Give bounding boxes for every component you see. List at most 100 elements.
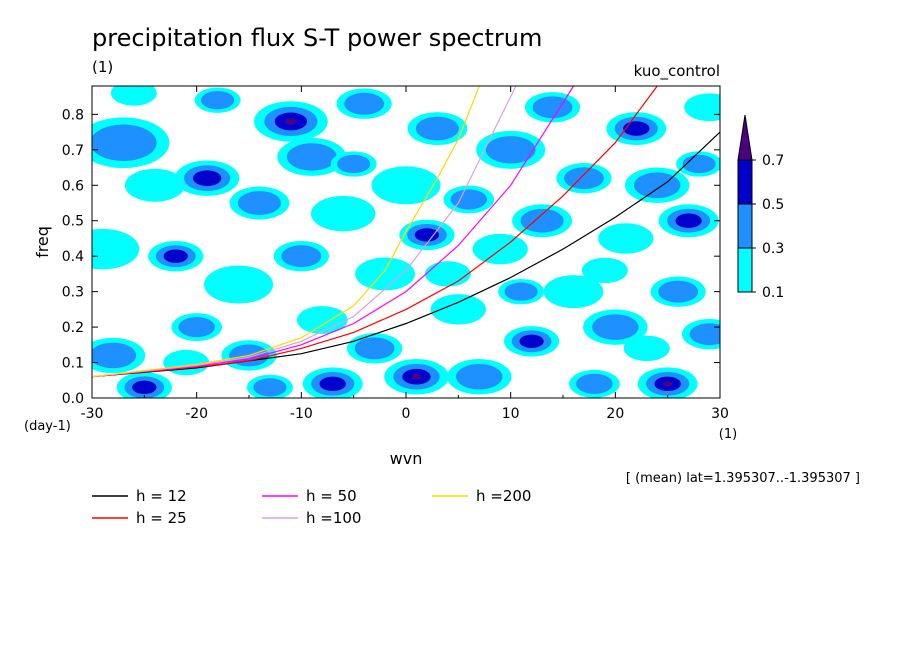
contour-blob-21-level-0 [371, 166, 441, 205]
contour-blob-23-level-2 [414, 228, 440, 242]
colorbar: 0.1 0.3 0.5 0.7 [737, 114, 784, 301]
contour-blob-19-level-1 [354, 337, 395, 360]
colorbar-label-3: 0.7 [762, 153, 784, 169]
contour-blob-24-level-1 [415, 116, 459, 141]
colorbar-segment-1 [737, 203, 753, 249]
contour-blob-27-level-1 [456, 363, 503, 390]
contour-blob-48-level-1 [337, 154, 371, 174]
contour-blob-3-level-1 [92, 124, 157, 161]
y-tick-label-5: 0.5 [62, 214, 84, 230]
contour-blob-4-level-0 [124, 168, 185, 202]
contour-blob-9-level-0 [203, 265, 274, 304]
x-axis-ticks: -30 -20 -10 0 10 20 30 [81, 86, 729, 422]
contour-blob-8-level-1 [201, 91, 235, 110]
contour-blob-32-level-1 [532, 96, 573, 119]
contour-blob-39-level-1 [633, 172, 681, 199]
contour-blob-40-level-3 [662, 381, 673, 387]
contour-blob-37-level-0 [598, 223, 654, 254]
x-tick-label-0: -30 [81, 406, 104, 422]
dispersion-curves [92, 86, 720, 378]
colorbar-label-1: 0.3 [762, 241, 784, 257]
y-tick-label-3: 0.3 [62, 285, 84, 301]
x-axis-label: wvn [390, 449, 423, 468]
legend-label-4: h =200 [476, 487, 531, 505]
colorbar-extend-triangle [737, 114, 753, 161]
y-tick-label-8: 0.8 [62, 107, 84, 123]
chart-title: precipitation flux S-T power spectrum [92, 24, 542, 52]
curve-0 [92, 131, 720, 378]
chart-units: (1) [92, 58, 113, 76]
contour-blob-14-level-1 [286, 143, 337, 171]
x-tick-label-1: -20 [185, 406, 208, 422]
contour-blob-53-level-1 [682, 154, 716, 174]
x-tick-label-4: 10 [502, 406, 520, 422]
contour-blob-15-level-0 [296, 306, 348, 334]
contour-blob-42-level-2 [675, 213, 702, 228]
contour-blob-52-level-0 [623, 335, 670, 362]
y-tick-label-7: 0.7 [62, 143, 84, 159]
curve-2 [92, 86, 575, 378]
legend-label-0: h = 12 [136, 487, 187, 505]
legend: h = 12 h = 25 h = 50 h =100 h =200 [92, 487, 531, 527]
contour-blob-0-level-1 [92, 342, 137, 369]
colorbar-segment-0 [737, 247, 753, 293]
x-tick-label-6: 30 [711, 406, 729, 422]
curve-1 [92, 86, 658, 378]
contour-blob-35-level-1 [576, 373, 613, 394]
contour-blob-49-level-0 [424, 261, 471, 287]
contour-blob-29-level-1 [485, 136, 536, 164]
contour-blob-16-level-2 [319, 376, 346, 392]
contour-blob-6-level-1 [178, 317, 215, 338]
curve-3 [92, 86, 517, 378]
contour-blob-36-level-1 [592, 314, 639, 340]
contour-blob-33-level-0 [543, 275, 604, 309]
contour-blob-7-level-2 [192, 170, 222, 186]
contour-blob-10-level-1 [237, 191, 282, 215]
contour-blob-13-level-1 [281, 245, 322, 268]
x-tick-label-5: 20 [606, 406, 624, 422]
power-contours [92, 86, 720, 398]
contour-blob-46-level-0 [163, 349, 210, 376]
y-axis-units: (day-1) [24, 419, 71, 434]
colorbar-label-2: 0.5 [762, 197, 784, 213]
contour-blob-41-level-1 [658, 280, 699, 303]
legend-label-1: h = 25 [136, 509, 187, 527]
contour-blob-44-level-0 [684, 93, 720, 122]
contour-blob-2-level-0 [92, 228, 140, 270]
contour-blob-18-level-1 [344, 92, 385, 115]
contour-blob-25-level-0 [430, 294, 486, 325]
contour-blob-17-level-0 [310, 195, 376, 232]
x-axis-units: (1) [719, 427, 737, 442]
y-tick-label-4: 0.4 [62, 249, 84, 265]
y-axis-label: freq [33, 226, 52, 258]
y-tick-label-1: 0.1 [62, 356, 84, 372]
contour-blob-12-level-3 [284, 118, 297, 125]
contour-blob-22-level-3 [411, 373, 422, 380]
contour-blob-50-level-1 [504, 282, 538, 301]
contour-blob-51-level-0 [581, 257, 628, 284]
contour-blob-30-level-2 [519, 334, 544, 348]
contour-blob-26-level-1 [450, 189, 488, 210]
x-tick-label-3: 0 [402, 406, 411, 422]
contour-blob-1-level-2 [132, 380, 157, 395]
experiment-label: kuo_control [634, 62, 720, 81]
colorbar-label-0: 0.1 [762, 285, 784, 301]
contour-blob-5-level-2 [163, 249, 188, 263]
colorbar-segment-2 [737, 159, 753, 205]
contour-blob-34-level-1 [564, 167, 604, 190]
y-tick-label-6: 0.6 [62, 178, 84, 194]
contour-blob-43-level-1 [689, 323, 720, 346]
mean-annotation: [ (mean) lat=1.395307..-1.395307 ] [626, 471, 860, 486]
x-tick-label-2: -10 [290, 406, 313, 422]
legend-label-3: h =100 [306, 509, 361, 527]
contour-blob-20-level-0 [355, 257, 416, 291]
y-tick-label-2: 0.2 [62, 320, 84, 336]
y-tick-label-0: 0.0 [62, 391, 84, 407]
y-axis-ticks: 0.0 0.1 0.2 0.3 0.4 0.5 0.6 0.7 0.8 [62, 107, 720, 407]
contour-blob-31-level-1 [520, 208, 564, 233]
legend-label-2: h = 50 [306, 487, 357, 505]
contour-blob-45-level-0 [110, 86, 157, 106]
contour-blob-11-level-1 [253, 378, 287, 397]
contour-blob-38-level-2 [623, 121, 650, 136]
